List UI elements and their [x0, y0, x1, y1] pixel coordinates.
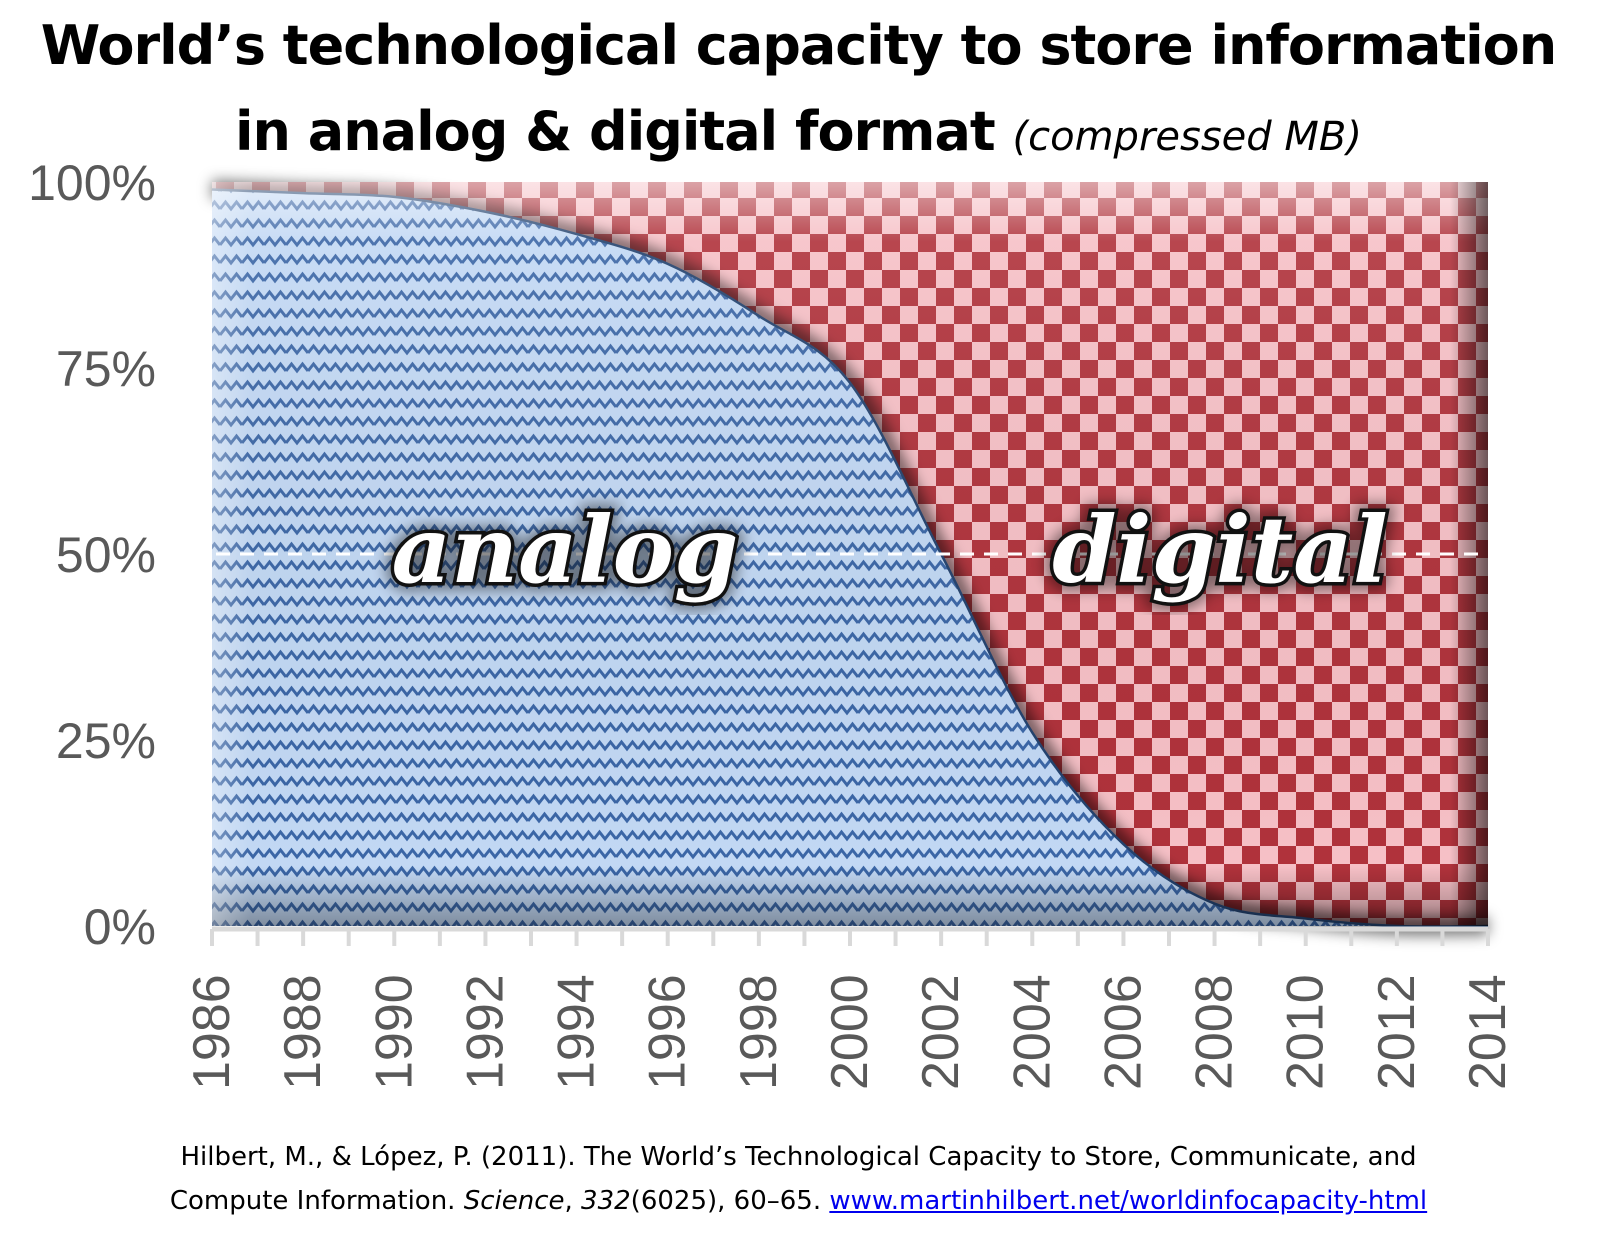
source-link[interactable]: www.martinhilbert.net/worldinfocapacity-… — [829, 1186, 1428, 1216]
y-axis: 0% 25% 50% 75% 100% — [28, 155, 156, 955]
chart-subtitle: (compressed MB) — [1012, 114, 1362, 160]
x-tick-label: 2012 — [1368, 974, 1426, 1090]
x-tick-label: 1986 — [183, 974, 241, 1090]
y-tick-label: 75% — [56, 341, 156, 397]
x-tick-label: 1994 — [548, 974, 606, 1090]
chart-title-line1: World’s technological capacity to store … — [40, 14, 1557, 77]
y-tick-label: 100% — [28, 155, 156, 211]
citation-text: Compute Information. — [169, 1186, 464, 1216]
x-tick-label: 1988 — [274, 974, 332, 1090]
series-label-digital: digital — [1052, 496, 1388, 604]
x-tick-label: 2002 — [912, 974, 970, 1090]
x-tick-label: 2014 — [1459, 974, 1517, 1090]
svg-text:analog: analog — [392, 496, 739, 604]
y-tick-label: 25% — [56, 713, 156, 769]
x-tick-label: 2008 — [1186, 974, 1244, 1090]
x-tick-label: 2006 — [1094, 974, 1152, 1090]
citation-separator: , — [564, 1186, 582, 1216]
citation-journal: Science — [463, 1186, 565, 1216]
y-tick-label: 0% — [84, 899, 156, 955]
x-tick-label: 2004 — [1003, 974, 1061, 1090]
citation-line1: Hilbert, M., & López, P. (2011). The Wor… — [180, 1142, 1417, 1172]
x-tick-label: 2000 — [821, 974, 879, 1090]
x-tick-label: 2010 — [1277, 974, 1335, 1090]
x-tick-label: 1992 — [456, 974, 514, 1090]
citation-line2: Compute Information. Science, 332(6025),… — [0, 1186, 1597, 1216]
x-tick-label: 1998 — [730, 974, 788, 1090]
x-tick-label: 1990 — [365, 974, 423, 1090]
citation-pages: (6025), 60–65. — [630, 1186, 830, 1216]
y-tick-label: 50% — [56, 527, 156, 583]
x-tick-label: 1996 — [639, 974, 697, 1090]
x-axis: 1986 1988 1990 1992 1994 1996 1998 2000 2002 2004… — [183, 926, 1517, 1090]
svg-text:digital: digital — [1052, 496, 1388, 604]
chart-title-main: in analog & digital format — [235, 100, 996, 163]
citation-volume: 332 — [581, 1186, 631, 1216]
series-label-analog: analog — [392, 496, 739, 604]
chart-title-line2: in analog & digital format (compressed M… — [0, 100, 1597, 163]
